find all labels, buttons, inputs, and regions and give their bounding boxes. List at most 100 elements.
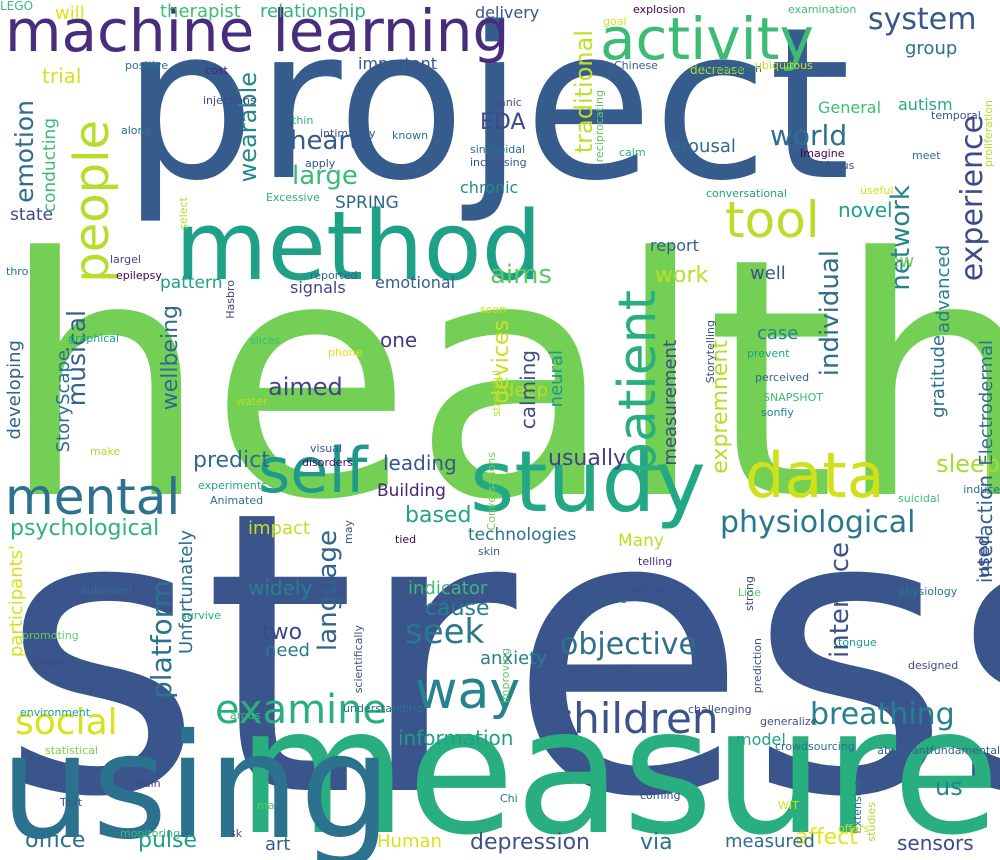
word-developing: developing (4, 340, 25, 440)
word-thro: thro (6, 265, 29, 278)
word-lego: LEGO (0, 0, 34, 13)
word-predict: predict (193, 448, 270, 473)
word-experiments: experiments (198, 479, 267, 492)
word-meet: meet (912, 149, 941, 162)
word-general: General (818, 98, 882, 117)
word-along: along (121, 124, 152, 137)
word-line: Line (738, 586, 761, 599)
word-chronic: chronic (460, 178, 519, 197)
word-crowdsourcing: crowdsourcing (775, 740, 855, 753)
word-prediction: prediction (751, 638, 764, 694)
word-breathing: breathing (810, 697, 955, 732)
word-machine-learning: machine learning (5, 0, 510, 65)
word-anxiety: anxiety (480, 648, 547, 669)
word-animated: Animated (210, 494, 264, 507)
word-scientifically: scientifically (352, 625, 365, 694)
word-relationship: relationship (260, 1, 366, 22)
word-report: report (650, 236, 699, 255)
word-aims: aims (490, 260, 553, 290)
word-world: world (770, 119, 848, 152)
word-may: may (342, 520, 355, 544)
word-trial: trial (42, 64, 82, 88)
word-people: people (64, 120, 120, 283)
word-measure: measure (236, 671, 1000, 860)
word-examination: examination (788, 3, 857, 16)
word-well: well (750, 263, 786, 284)
word-challenging: challenging (688, 703, 752, 716)
word-depres: depres (33, 656, 71, 669)
word-disorders: disorders (302, 456, 353, 469)
word-us: us (935, 773, 963, 801)
word-autonomi: autonomi (80, 584, 133, 597)
word-conversations: Conversations (485, 452, 498, 531)
word-suicidal: suicidal (898, 492, 940, 505)
word-graphical: graphical (68, 332, 120, 345)
word-cost: cost (205, 64, 228, 77)
word-one: one (380, 328, 418, 352)
word-goal: goal (603, 15, 627, 28)
word-promoting: promoting (22, 629, 79, 642)
word-work: work (655, 263, 709, 288)
word-measured: measured (725, 831, 815, 852)
word-statistical: statistical (45, 744, 99, 757)
word-understanding: understanding (343, 702, 423, 715)
word-individual: individual (815, 250, 845, 377)
word-offers: offers (838, 822, 870, 835)
word-indicator: indicator (408, 578, 488, 599)
word-visual: visual (310, 442, 343, 455)
word-proliferation: proliferation (982, 100, 995, 168)
word-ubiquitous: ubiquitous (755, 59, 813, 72)
word-art: art (265, 834, 291, 855)
word-sensors: sensors (897, 831, 974, 855)
word-state: state (10, 205, 54, 225)
word-depression: depression (470, 830, 591, 855)
word-stress: stress (0, 428, 1000, 860)
word-eda: EDA (480, 110, 526, 135)
word-important: important (358, 54, 438, 73)
word-way: way (415, 661, 521, 721)
word-sleep: sleep (936, 450, 1000, 478)
word-celebration: celebration (700, 62, 762, 75)
word-focus: focus (825, 159, 855, 172)
word-temporal: temporal (931, 109, 981, 122)
word-unfortunately: Unfortunately (176, 530, 197, 655)
word-therapist: therapist (160, 1, 241, 22)
word-improving: improving (499, 648, 512, 704)
word-explosion: explosion (633, 3, 686, 16)
word-model: model (736, 730, 786, 749)
word-using: using (0, 703, 392, 860)
word-perceived: perceived (755, 371, 810, 384)
word-based: based (405, 503, 472, 528)
word-wearable: wearable (234, 72, 262, 183)
word-advanced: advanced (933, 245, 954, 333)
word-induce: induce (963, 483, 1000, 496)
word-epilepsy: epilepsy (116, 269, 162, 282)
word-activity: activity (600, 5, 814, 73)
word-panic: panic (492, 96, 522, 109)
word-will: will (55, 3, 85, 24)
word-decrease: decrease (690, 63, 745, 77)
word-gratitude: gratitude (928, 335, 949, 418)
word-building: Building (377, 481, 446, 501)
word-cause: cause (425, 596, 490, 621)
word-information: information (398, 726, 514, 750)
word-calm: calm (619, 146, 646, 159)
word-deep: deep (503, 380, 548, 401)
word-monitoring: monitoring (120, 827, 181, 840)
word-calming: calming (516, 350, 540, 430)
word-affect: affect (795, 825, 858, 850)
word-conducting: conducting (40, 118, 60, 213)
word-signals: signals (290, 278, 346, 297)
word-chinese: Chinese (614, 59, 658, 72)
word-group: group (905, 38, 958, 59)
word-leading: leading (383, 451, 457, 475)
word-thin: thin (292, 114, 314, 127)
word-conversational: conversational (706, 187, 787, 200)
word-delivery: delivery (475, 3, 540, 22)
word-intimately: intimately (320, 127, 376, 140)
word-largel: largel (110, 253, 141, 266)
word-snapshot: SNAPSHOT (763, 391, 824, 404)
word-sonfiy: sonfiy (761, 406, 794, 419)
word-novel: novel (838, 198, 893, 222)
word-tool: tool (725, 191, 820, 249)
